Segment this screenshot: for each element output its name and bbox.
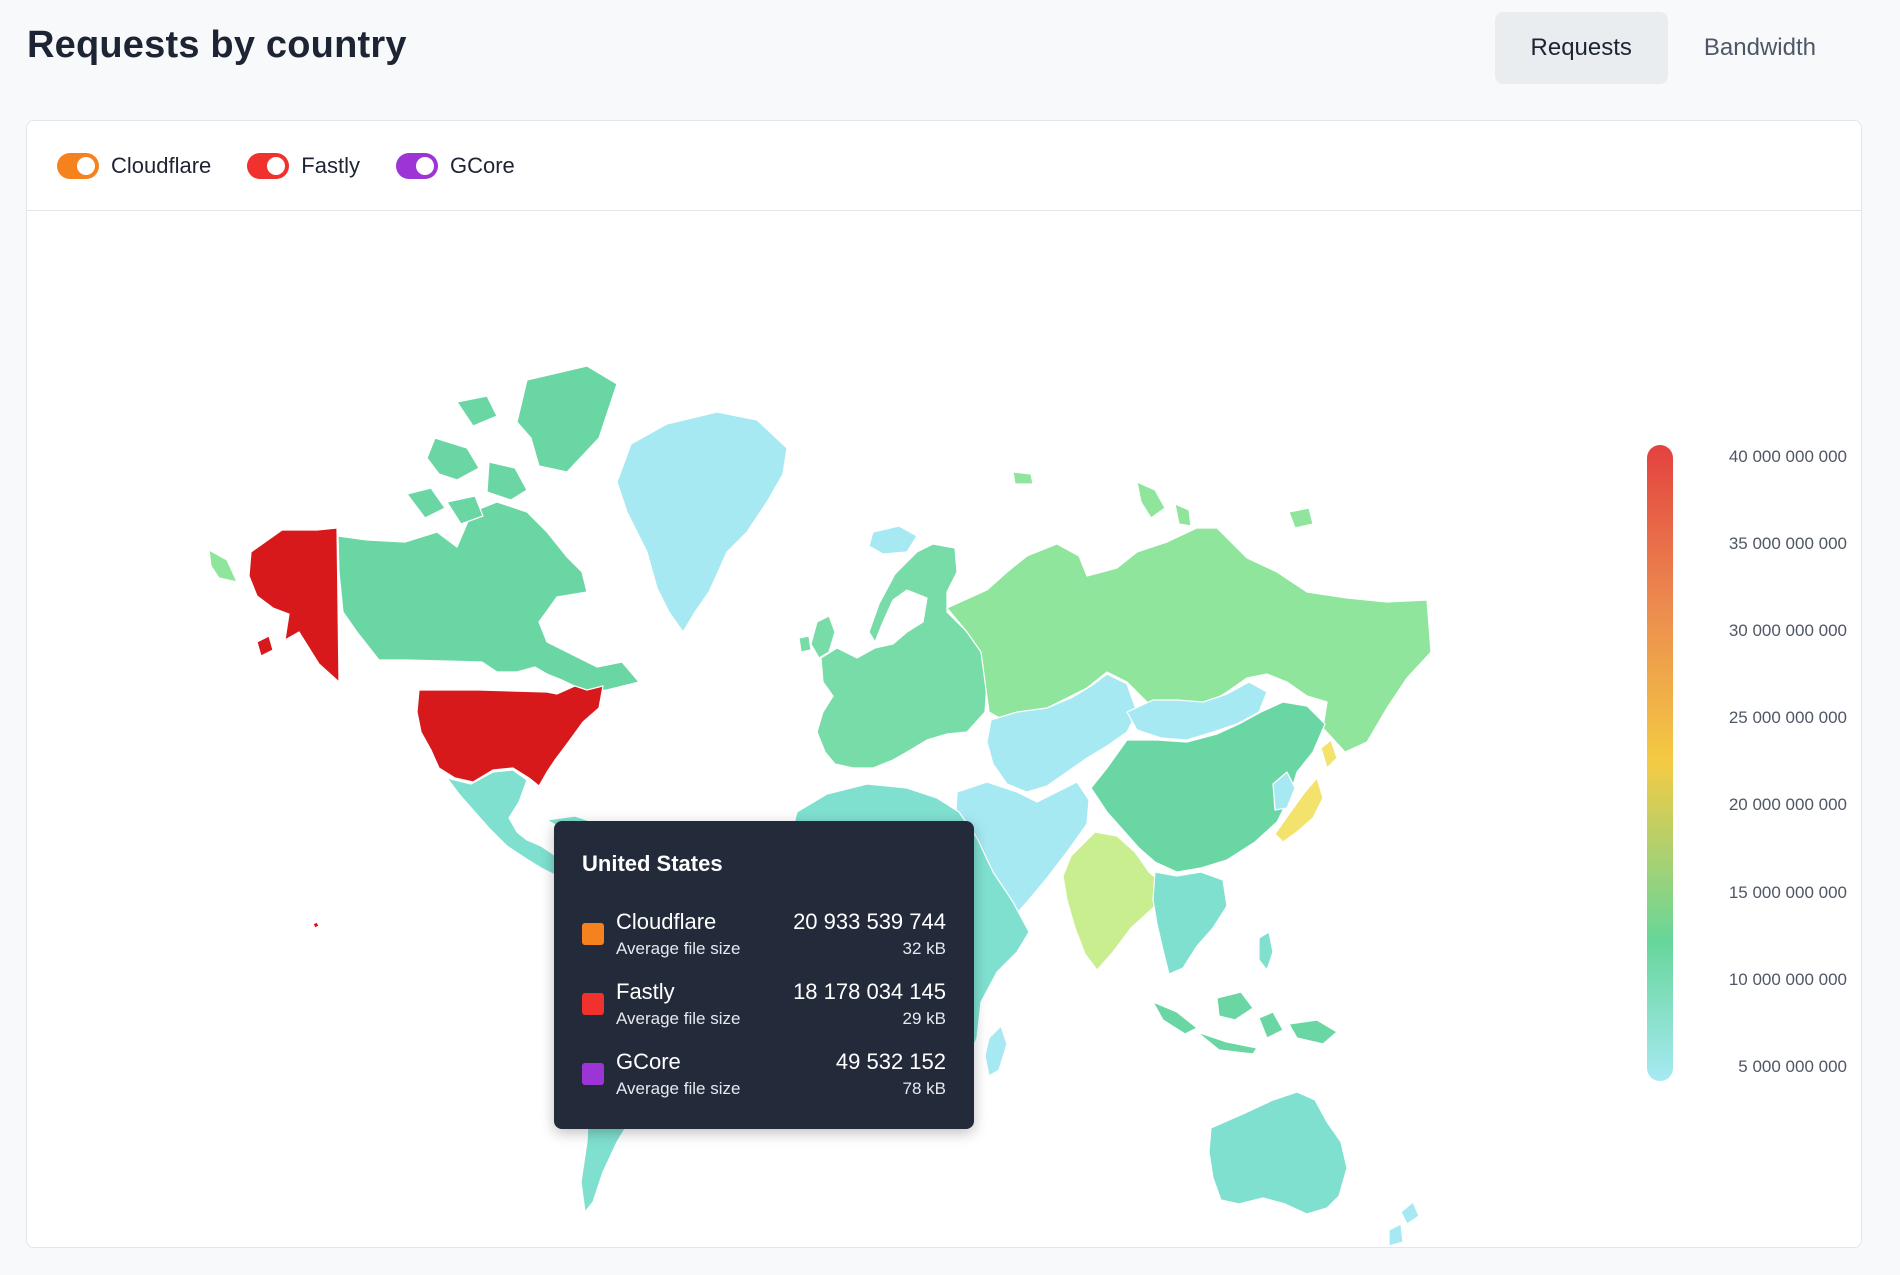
- region-central-asia[interactable]: [986, 673, 1138, 793]
- region-madagascar[interactable]: [984, 1025, 1008, 1077]
- metric-tabs: Requests Bandwidth: [1494, 12, 1852, 84]
- region-iceland[interactable]: [868, 525, 918, 555]
- legend-tick: 10 000 000 000: [1728, 970, 1847, 989]
- legend-tick: 5 000 000 000: [1738, 1057, 1847, 1076]
- tooltip-row-cloudflare: Cloudflare Average file size 20 933 539 …: [582, 909, 946, 979]
- tooltip-sub-label: Average file size: [616, 1079, 741, 1098]
- toggle-fastly[interactable]: Fastly: [247, 152, 360, 179]
- tooltip-file-size: 32 kB: [902, 939, 946, 958]
- region-china[interactable]: [1090, 701, 1326, 873]
- region-greenland[interactable]: [616, 411, 788, 633]
- toggle-gcore[interactable]: GCore: [395, 152, 515, 179]
- page-title: Requests by country: [27, 24, 407, 66]
- tooltip-sub-label: Average file size: [616, 1009, 741, 1028]
- tab-requests[interactable]: Requests: [1494, 12, 1668, 84]
- toggle-knob: [415, 156, 434, 175]
- region-japan[interactable]: [1274, 739, 1338, 843]
- tooltip-provider-name: Cloudflare: [616, 909, 717, 934]
- tooltip-sub-label: Average file size: [616, 939, 741, 958]
- region-australia[interactable]: [1208, 1091, 1348, 1215]
- country-tooltip: United States Cloudflare Average file si…: [554, 821, 974, 1129]
- toggle-knob: [77, 156, 95, 175]
- region-new-zealand[interactable]: [1388, 1201, 1420, 1247]
- tooltip-row-fastly: Fastly Average file size 18 178 034 145 …: [582, 979, 946, 1049]
- tooltip-file-size: 29 kB: [902, 1009, 946, 1028]
- tooltip-provider-name: Fastly: [616, 979, 675, 1004]
- region-russia[interactable]: [946, 527, 1432, 753]
- legend-tick: 35 000 000 000: [1728, 534, 1847, 553]
- region-russia-islands[interactable]: [1012, 471, 1314, 529]
- tooltip-row-gcore: GCore Average file size 49 532 152 78 kB: [582, 1049, 946, 1119]
- tab-bandwidth[interactable]: Bandwidth: [1703, 34, 1816, 61]
- region-korea[interactable]: [1272, 771, 1296, 811]
- toggle-knob: [267, 156, 286, 175]
- legend-gradient-bar: [1647, 445, 1673, 1081]
- region-indonesia[interactable]: [1152, 991, 1338, 1055]
- cloudflare-toggle-switch[interactable]: [57, 152, 99, 179]
- region-united-states[interactable]: [416, 685, 604, 787]
- gcore-toggle-label: GCore: [449, 152, 515, 178]
- region-alaska[interactable]: [248, 527, 340, 683]
- region-uk[interactable]: [798, 615, 836, 659]
- color-legend: 40 000 000 000 35 000 000 000 30 000 000…: [1647, 445, 1847, 1081]
- cloudflare-swatch: [582, 923, 604, 945]
- tooltip-request-count: 49 532 152: [835, 1049, 946, 1074]
- region-philippines[interactable]: [1258, 931, 1274, 971]
- legend-tick: 20 000 000 000: [1728, 795, 1847, 814]
- fastly-toggle-switch[interactable]: [247, 152, 290, 179]
- region-mexico[interactable]: [446, 769, 568, 877]
- legend-tick: 30 000 000 000: [1728, 621, 1847, 640]
- tooltip-request-count: 18 178 034 145: [793, 979, 946, 1004]
- toggle-cloudflare[interactable]: Cloudflare: [57, 152, 212, 179]
- cloudflare-toggle-label: Cloudflare: [111, 152, 212, 178]
- region-chukotka[interactable]: [208, 549, 238, 583]
- tooltip-request-count: 20 933 539 744: [793, 909, 946, 934]
- region-mongolia[interactable]: [1126, 681, 1268, 741]
- gcore-swatch: [582, 1063, 604, 1085]
- region-europe[interactable]: [816, 543, 988, 769]
- region-canada-islands[interactable]: [406, 365, 618, 525]
- map-card: Cloudflare Fastly GCore: [26, 120, 1862, 1248]
- gcore-toggle-switch[interactable]: [395, 152, 438, 179]
- region-canada[interactable]: [337, 501, 640, 693]
- provider-toggles: Cloudflare Fastly GCore: [27, 121, 1861, 211]
- tooltip-provider-name: GCore: [616, 1049, 681, 1074]
- fastly-toggle-label: Fastly: [301, 152, 360, 178]
- fastly-swatch: [582, 993, 604, 1015]
- legend-tick: 15 000 000 000: [1728, 883, 1847, 902]
- legend-tick: 25 000 000 000: [1728, 708, 1847, 727]
- tooltip-country-name: United States: [582, 851, 723, 876]
- region-india[interactable]: [1062, 831, 1168, 971]
- legend-tick: 40 000 000 000: [1728, 447, 1847, 466]
- region-southeast-asia[interactable]: [1152, 871, 1228, 975]
- tooltip-file-size: 78 kB: [902, 1079, 946, 1098]
- region-hawaii[interactable]: [312, 921, 320, 929]
